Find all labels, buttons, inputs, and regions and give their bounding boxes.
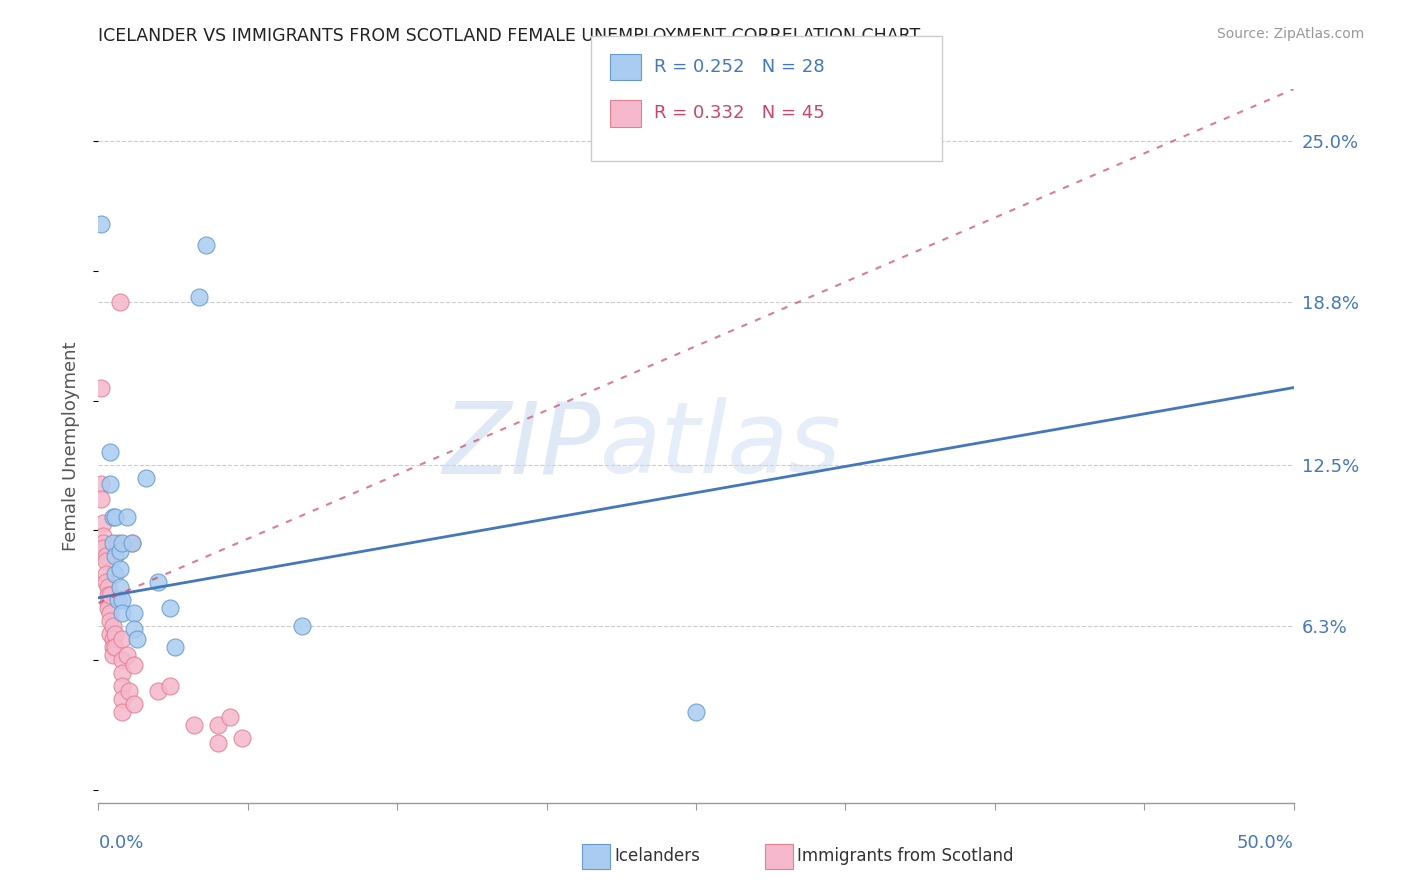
Point [121, 536, 143, 550]
Point [187, 290, 209, 304]
Point [115, 510, 138, 524]
Y-axis label: Female Unemployment: Female Unemployment [62, 342, 80, 550]
Point [207, 736, 229, 750]
Point [148, 575, 170, 590]
Point [90, 492, 112, 507]
Point [124, 658, 146, 673]
Point [91, 536, 114, 550]
Point [207, 718, 229, 732]
Point [98, 588, 122, 602]
Point [111, 692, 134, 706]
Point [124, 622, 146, 636]
Text: R = 0.252   N = 28: R = 0.252 N = 28 [654, 58, 824, 76]
Point [97, 596, 120, 610]
Point [111, 653, 134, 667]
Point [94, 554, 117, 568]
Point [101, 632, 124, 647]
Text: Immigrants from Scotland: Immigrants from Scotland [797, 847, 1014, 865]
Point [219, 710, 242, 724]
Point [111, 536, 134, 550]
Point [108, 544, 131, 558]
Point [101, 640, 124, 654]
Point [101, 510, 124, 524]
Point [90, 476, 112, 491]
Text: Source: ZipAtlas.com: Source: ZipAtlas.com [1216, 27, 1364, 41]
Point [101, 648, 124, 662]
Point [104, 549, 127, 564]
Point [98, 627, 122, 641]
Point [98, 445, 122, 459]
Point [111, 666, 134, 681]
Point [111, 593, 134, 607]
Point [111, 632, 134, 647]
Text: R = 0.332   N = 45: R = 0.332 N = 45 [654, 104, 824, 122]
Point [104, 627, 127, 641]
Point [121, 536, 143, 550]
Point [291, 619, 314, 633]
Point [97, 581, 120, 595]
Point [231, 731, 253, 745]
Point [90, 381, 112, 395]
Text: 50.0%: 50.0% [1237, 834, 1294, 852]
Point [108, 295, 131, 310]
Point [98, 607, 122, 621]
Point [107, 593, 129, 607]
Point [104, 510, 127, 524]
Point [115, 648, 138, 662]
Point [90, 217, 112, 231]
Point [94, 549, 117, 564]
Point [135, 471, 157, 485]
Point [91, 516, 114, 530]
Point [194, 238, 218, 252]
Point [148, 684, 170, 698]
Text: Icelanders: Icelanders [614, 847, 700, 865]
Point [111, 607, 134, 621]
Text: ZIP: ZIP [441, 398, 600, 494]
Point [183, 718, 205, 732]
Point [108, 581, 131, 595]
Point [159, 601, 181, 615]
Text: 0.0%: 0.0% [98, 834, 143, 852]
Text: ICELANDER VS IMMIGRANTS FROM SCOTLAND FEMALE UNEMPLOYMENT CORRELATION CHART: ICELANDER VS IMMIGRANTS FROM SCOTLAND FE… [98, 27, 921, 45]
Point [111, 679, 134, 693]
Point [101, 619, 124, 633]
Point [98, 476, 122, 491]
Point [101, 536, 124, 550]
Point [107, 536, 129, 550]
Point [94, 567, 117, 582]
Point [124, 697, 146, 711]
Point [163, 640, 186, 654]
Point [124, 607, 146, 621]
Point [97, 588, 120, 602]
Text: atlas: atlas [600, 398, 842, 494]
Point [94, 575, 117, 590]
Point [159, 679, 181, 693]
Point [104, 567, 127, 582]
Point [104, 640, 127, 654]
Point [111, 705, 134, 719]
Point [685, 705, 707, 719]
Point [108, 562, 131, 576]
Point [118, 684, 141, 698]
Point [97, 601, 120, 615]
Point [91, 528, 114, 542]
Point [98, 614, 122, 628]
Point [125, 632, 148, 647]
Point [91, 541, 114, 556]
